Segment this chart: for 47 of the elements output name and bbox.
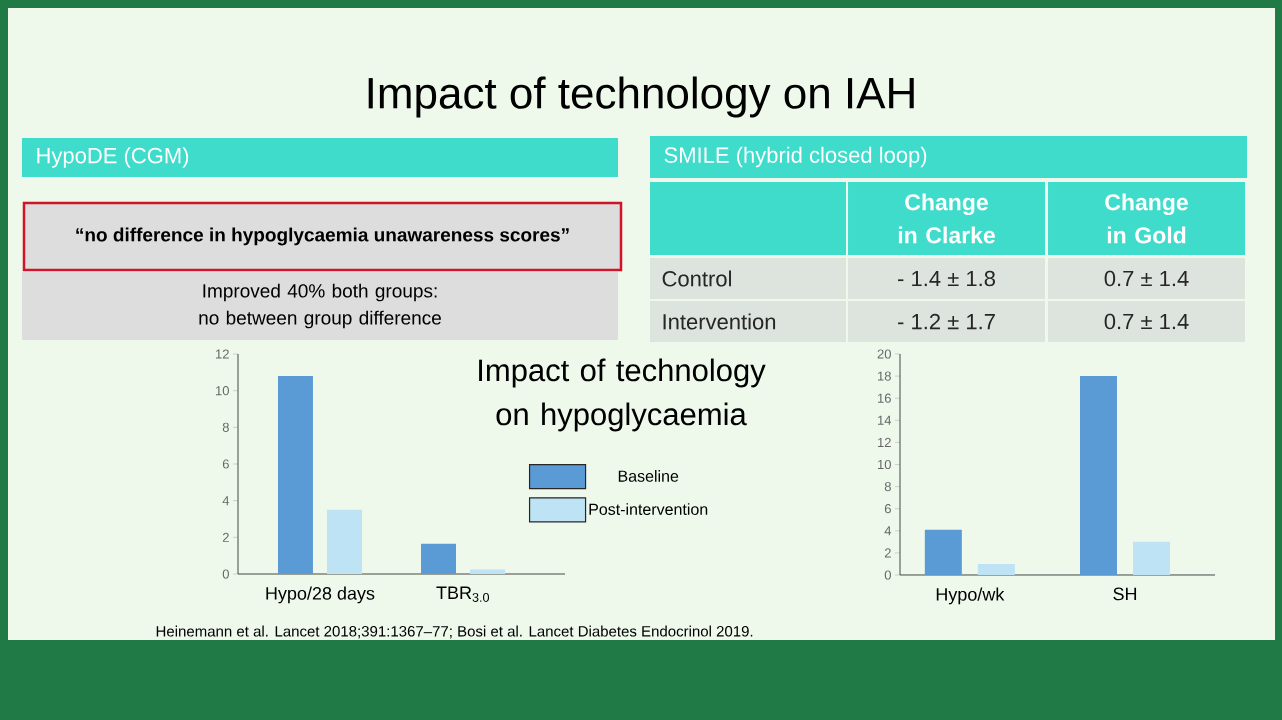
- y-tick-label: 12: [878, 437, 891, 447]
- y-tick-label: 0: [222, 569, 229, 579]
- text: Intervention: [663, 313, 776, 330]
- y-tick-label: 10: [216, 386, 229, 396]
- bar: [977, 563, 1015, 575]
- bar: [326, 509, 362, 574]
- y-tick-label: 8: [222, 422, 229, 432]
- text: - 1.2 ± 1.7: [898, 313, 995, 330]
- legend-label: Baseline: [618, 470, 679, 482]
- text: Control: [662, 270, 731, 287]
- y-tick-label: 2: [222, 532, 229, 542]
- y-tick-label: 0: [884, 570, 891, 580]
- x-tick-label: Hypo/28 days: [266, 586, 375, 604]
- bar: [421, 543, 457, 574]
- text: “no difference in hypoglycaemia unawareness scores”: [76, 227, 569, 246]
- text: HypoDE (CGM): [37, 147, 189, 168]
- y-tick-label: 4: [884, 526, 892, 536]
- text: Improved 40% both groups: no between group difference: [199, 283, 441, 329]
- y-tick-label: 4: [222, 496, 230, 506]
- legend-label: Post-intervention: [589, 503, 708, 515]
- x-tick-label: TBR$_{3.0}$: [436, 586, 490, 602]
- y-tick-label: 6: [884, 504, 891, 514]
- text: SMILE (hybrid closed loop): [664, 146, 927, 168]
- y-tick-label: 12: [216, 349, 229, 359]
- text: Impact of technology on IAH: [368, 76, 914, 118]
- y-tick-label: 18: [878, 371, 891, 381]
- y-tick-label: 20: [877, 349, 891, 359]
- text: Heinemann et al. Lancet 2018;391:1367–77; Bosi et al. Lancet Diabetes Endocrinol 2019.: [156, 625, 753, 639]
- text: - 1.4 ± 1.8: [898, 270, 995, 287]
- bar: [924, 529, 962, 575]
- x-tick-label: Hypo/wk: [936, 587, 1005, 605]
- text: Change in Clarke: [898, 193, 995, 244]
- y-tick-label: 6: [222, 459, 229, 469]
- y-tick-label: 10: [878, 459, 891, 470]
- y-tick-label: 14: [878, 415, 892, 425]
- y-tick-label: 16: [878, 393, 891, 403]
- y-tick-label: 2: [884, 548, 891, 558]
- bar: [1133, 541, 1171, 575]
- x-tick-label: SH: [1113, 587, 1137, 601]
- bar: [470, 569, 506, 574]
- y-tick-label: 8: [884, 481, 891, 492]
- bar: [1080, 376, 1118, 575]
- text: Change in Gold: [1105, 193, 1188, 244]
- text: Impact of technology on hypoglycaemia: [479, 358, 766, 432]
- bar: [277, 375, 313, 574]
- text: 0.7 ± 1.4: [1104, 313, 1189, 330]
- text: 0.7 ± 1.4: [1104, 270, 1189, 287]
